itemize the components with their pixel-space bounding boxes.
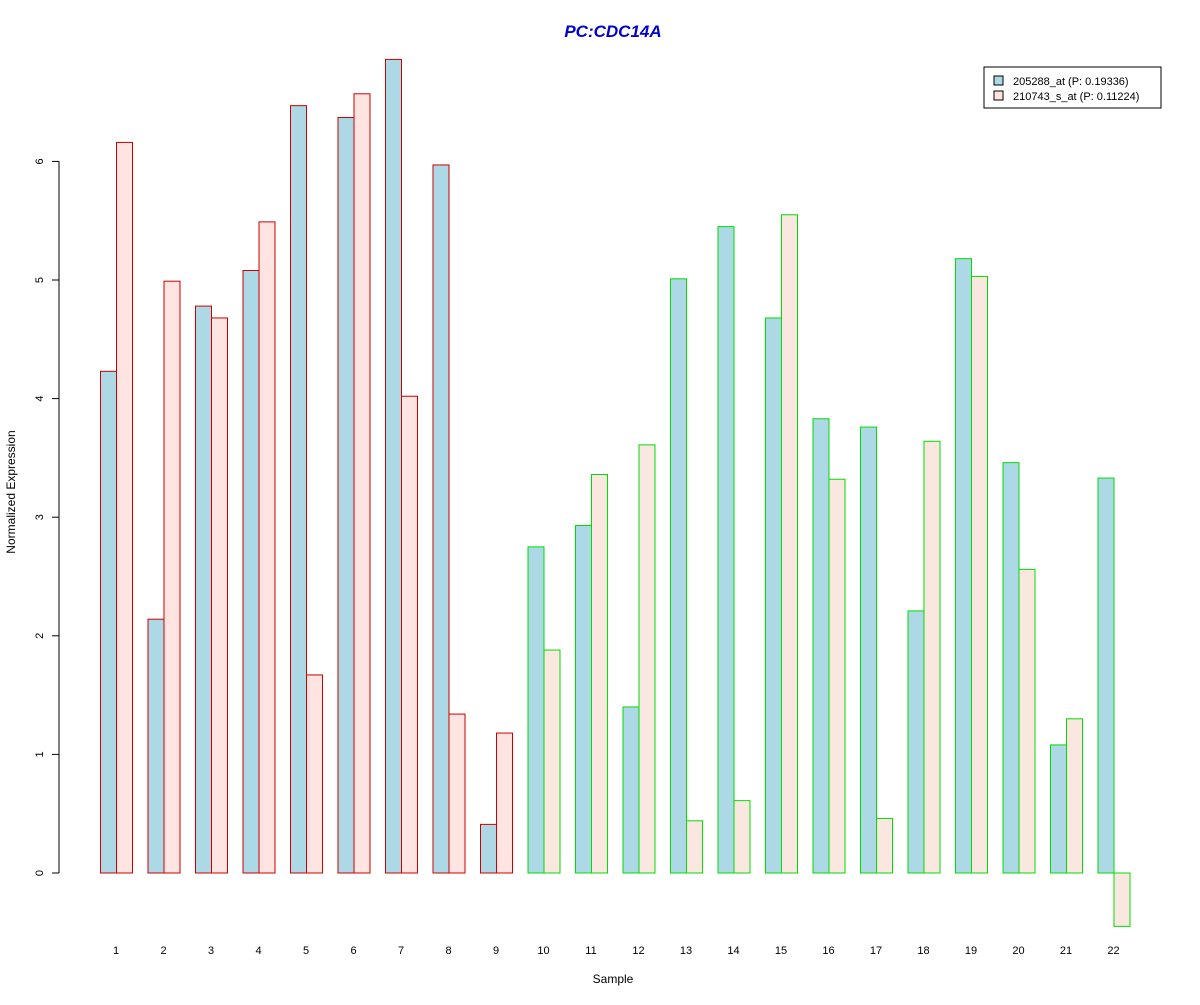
legend-box <box>983 66 1162 109</box>
y-tick-label: 4 <box>34 396 46 402</box>
y-axis-label: Normalized Expression <box>4 430 18 553</box>
bar-210743-s-at <box>971 275 988 874</box>
bar-210743-s-at <box>163 280 181 874</box>
bar-205288-at <box>622 706 640 874</box>
bar-210743-s-at <box>733 800 751 874</box>
x-tick-label: 10 <box>537 945 549 957</box>
bar-205288-at <box>527 546 545 874</box>
bars <box>100 58 1131 927</box>
bar-205288-at <box>195 305 212 874</box>
bar-205288-at <box>480 823 497 874</box>
chart-title: PC:CDC14A <box>564 22 661 41</box>
bar-205288-at <box>575 525 592 874</box>
y-tick-label: 0 <box>34 870 46 876</box>
bar-210743-s-at <box>638 444 656 874</box>
x-tick-label: 13 <box>680 945 692 957</box>
x-tick-label: 9 <box>493 945 499 957</box>
x-tick-label: 7 <box>398 945 404 957</box>
bar-210743-s-at <box>1066 718 1083 874</box>
bar-205288-at <box>1050 744 1067 874</box>
bar-205288-at <box>812 418 830 874</box>
x-tick-label: 3 <box>208 945 214 957</box>
x-tick-label: 2 <box>160 945 166 957</box>
y-axis: 0 1 2 3 4 5 6 <box>34 158 60 876</box>
bar-205288-at <box>290 105 307 874</box>
bar-205288-at <box>765 317 782 874</box>
x-tick-labels: 1 2 3 4 5 6 7 8 9 10 11 12 13 14 15 16 17 18 19 20 21 22 <box>113 945 1120 957</box>
y-tick-label: 5 <box>34 277 46 283</box>
bar-210743-s-at <box>116 141 133 874</box>
x-tick-label: 11 <box>585 945 596 957</box>
x-tick-label: 20 <box>1012 945 1024 957</box>
bar-210743-s-at <box>591 474 608 874</box>
bar-205288-at <box>385 58 402 874</box>
x-tick-label: 19 <box>965 945 977 957</box>
x-tick-label: 18 <box>917 945 929 957</box>
bar-205288-at <box>147 618 165 874</box>
y-tick-label: 1 <box>34 751 46 757</box>
y-tick-label: 3 <box>34 514 46 520</box>
legend-label-205288-at: 205288_at (P: 0.19336) <box>1013 76 1129 88</box>
bar-210743-s-at <box>1018 568 1036 874</box>
bar-210743-s-at <box>496 732 513 874</box>
x-tick-label: 14 <box>727 945 739 957</box>
x-tick-label: 21 <box>1060 945 1072 957</box>
bar-205288-at <box>955 258 972 874</box>
x-tick-label: 15 <box>775 945 787 957</box>
bar-210743-s-at <box>686 820 703 874</box>
bar-205288-at <box>1002 462 1020 874</box>
x-tick-label: 1 <box>113 945 119 957</box>
bar-210743-s-at <box>448 713 466 874</box>
x-tick-label: 6 <box>350 945 356 957</box>
y-tick-label: 2 <box>34 633 46 639</box>
bar-205288-at <box>242 270 260 874</box>
bar-205288-at <box>670 278 687 874</box>
bar-210743-s-at <box>781 214 798 874</box>
x-tick-label: 8 <box>445 945 451 957</box>
bar-210743-s-at <box>1113 872 1131 927</box>
bar-210743-s-at <box>258 221 276 874</box>
x-tick-label: 17 <box>870 945 882 957</box>
bar-205288-at <box>100 370 117 874</box>
y-tick-label: 6 <box>34 158 46 164</box>
legend: 205288_at (P: 0.19336) 210743_s_at (P: 0.… <box>983 66 1162 109</box>
bar-210743-s-at <box>828 478 846 874</box>
bar-205288-at <box>432 164 450 874</box>
bar-210743-s-at <box>306 674 323 874</box>
bar-205288-at <box>907 610 925 874</box>
bar-205288-at <box>1097 477 1115 874</box>
bar-205288-at <box>337 117 355 874</box>
x-tick-label: 16 <box>822 945 834 957</box>
bar-205288-at <box>717 226 735 874</box>
bar-210743-s-at <box>923 440 941 874</box>
bar-210743-s-at <box>876 817 893 874</box>
x-tick-label: 22 <box>1107 945 1119 957</box>
x-tick-label: 4 <box>255 945 261 957</box>
bar-210743-s-at <box>543 649 561 874</box>
legend-label-210743-s-at: 210743_s_at (P: 0.11224) <box>1013 91 1139 103</box>
bar-210743-s-at <box>353 93 371 874</box>
legend-swatch-210743-s-at <box>993 90 1004 101</box>
x-axis-label: Sample <box>593 972 634 986</box>
x-tick-label: 5 <box>303 945 309 957</box>
legend-swatch-205288-at <box>993 75 1004 86</box>
bar-210743-s-at <box>401 395 418 874</box>
bar-210743-s-at <box>211 317 228 874</box>
x-tick-label: 12 <box>632 945 644 957</box>
bar-205288-at <box>860 426 877 874</box>
